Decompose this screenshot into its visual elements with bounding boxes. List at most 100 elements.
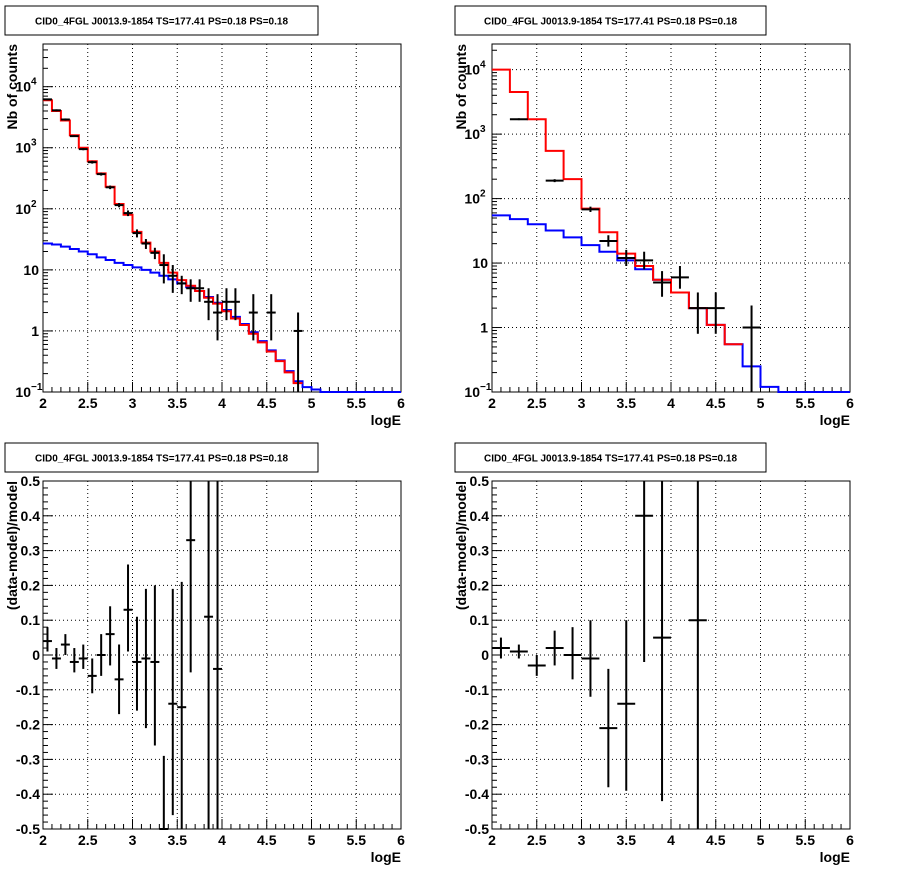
y-tick-exponent: 4 — [480, 60, 486, 71]
data-point — [599, 668, 618, 788]
data-point — [87, 658, 97, 694]
x-tick-label: 5.5 — [347, 832, 367, 848]
y-tick-label: 0.3 — [21, 543, 41, 559]
data-point — [105, 185, 115, 190]
y-tick-label: -0.3 — [465, 751, 489, 767]
panel-title-box: CID0_4FGL J0013.9-1854 TS=177.41 PS=0.18… — [454, 5, 767, 36]
y-tick-label: 10 — [23, 262, 39, 278]
y-tick-label: 0.1 — [470, 612, 490, 628]
x-axis-label: logE — [820, 412, 850, 428]
data-point — [114, 203, 124, 208]
data-points — [492, 481, 707, 829]
y-tick-label: -0.4 — [465, 786, 489, 802]
y-tick-label: 10 — [464, 126, 480, 142]
data-point — [51, 109, 61, 112]
data-point — [545, 179, 564, 183]
data-point — [69, 135, 79, 138]
x-tick-label: 4.5 — [257, 395, 277, 411]
y-axis: -0.5 -0.4 -0.3 -0.2 -0.1 0 0.1 0.2 0.3 0.4 0.5(dat… — [4, 473, 53, 837]
panel-title: CID0_4FGL J0013.9-1854 TS=177.41 PS=0.18… — [484, 17, 737, 28]
x-tick-label: 6 — [846, 832, 854, 848]
grid — [492, 44, 850, 392]
y-tick-label: -0.1 — [16, 682, 40, 698]
data-point — [248, 294, 258, 341]
x-tick-label: 2 — [488, 832, 496, 848]
y-tick-exponent: 2 — [480, 189, 486, 200]
data-point — [293, 312, 303, 392]
data-points — [43, 98, 303, 392]
data-point — [742, 305, 761, 392]
data-point — [213, 481, 222, 829]
y-tick-label: 10 — [464, 62, 480, 78]
x-tick-label: 3 — [578, 832, 586, 848]
title-frame — [4, 442, 319, 473]
y-tick-label: 10 — [15, 201, 31, 217]
x-axis-label: logE — [820, 849, 850, 865]
y-tick-label: -0.2 — [16, 717, 40, 733]
data-point — [168, 588, 178, 816]
y-tick-label: -0.2 — [465, 717, 489, 733]
data-point — [123, 210, 133, 217]
data-point — [51, 648, 61, 669]
data-point — [509, 118, 528, 121]
panel-title-box: CID0_4FGL J0013.9-1854 TS=177.41 PS=0.18… — [454, 442, 767, 473]
y-tick-exponent: −1 — [480, 382, 492, 393]
data-point — [105, 606, 115, 666]
x-tick-label: 2 — [39, 395, 47, 411]
y-tick-label: 0.3 — [470, 543, 490, 559]
x-tick-label: 2.5 — [527, 395, 547, 411]
data-point — [222, 288, 231, 321]
data-point — [492, 637, 510, 659]
data-point — [177, 581, 187, 829]
y-tick-label: 0.1 — [21, 612, 41, 628]
data-point — [69, 648, 79, 673]
data-point — [123, 564, 133, 652]
y-tick-label: 0.4 — [470, 508, 490, 524]
x-tick-label: 5 — [757, 395, 765, 411]
x-tick-label: 4 — [218, 395, 226, 411]
x-axis-label: logE — [371, 412, 401, 428]
x-tick-label: 4 — [218, 832, 226, 848]
model-histogram-background_model — [492, 214, 850, 393]
data-point — [688, 481, 707, 829]
data-point — [177, 275, 187, 295]
chart-panel-bottom-right: 2 2.5 3 3.5 4 4.5 5 5.5 6logE-0.5-0.4-0.3-0.2-0.… — [453, 442, 854, 865]
y-axis: -0.5 -0.4 -0.3 -0.2 -0.1 0 0.1 0.2 0.3 0.4 0.5(dat… — [453, 473, 502, 837]
y-axis-label: (data-model)/model — [4, 481, 20, 610]
data-point — [186, 481, 196, 673]
data-point — [671, 266, 689, 289]
grid — [492, 481, 850, 829]
data-point — [159, 755, 169, 830]
y-tick-exponent: 2 — [31, 199, 37, 210]
y-tick-label: 0 — [481, 647, 489, 663]
title-frame — [4, 5, 319, 36]
y-tick-label: -0.3 — [16, 751, 40, 767]
y-tick-label: 10 — [464, 191, 480, 207]
y-tick-label: 1 — [480, 320, 488, 336]
x-tick-label: 6 — [846, 395, 854, 411]
y-tick-label: 10 — [15, 140, 31, 156]
y-tick-exponent: −1 — [31, 382, 43, 393]
x-tick-label: 2.5 — [78, 395, 98, 411]
x-tick-label: 4.5 — [706, 395, 726, 411]
x-tick-label: 3 — [578, 395, 586, 411]
x-tick-label: 4.5 — [706, 832, 726, 848]
data-point — [96, 634, 106, 676]
x-tick-label: 3.5 — [617, 832, 637, 848]
x-tick-label: 5 — [757, 832, 765, 848]
x-tick-label: 3.5 — [168, 832, 188, 848]
model-histogram-total_model — [492, 68, 743, 346]
data-point — [150, 585, 160, 746]
data-point — [168, 265, 178, 293]
data-point — [653, 481, 671, 802]
data-point — [141, 239, 151, 249]
y-tick-label: 0.4 — [21, 508, 41, 524]
data-point — [230, 288, 240, 321]
data-point — [213, 294, 222, 341]
